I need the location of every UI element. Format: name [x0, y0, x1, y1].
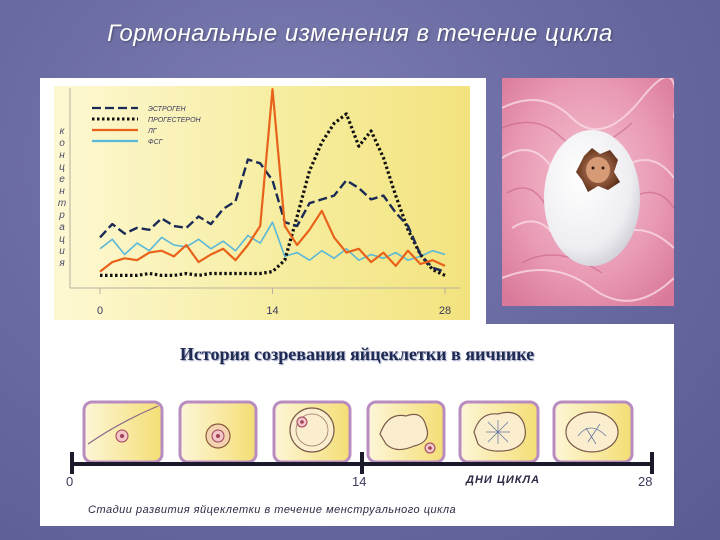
y-axis-label-letter: т	[58, 198, 66, 209]
oocyte-stages-diagram	[70, 400, 654, 474]
y-axis-label-letter: и	[59, 246, 65, 257]
y-axis-label-letter: е	[59, 174, 65, 185]
stages-caption: Стадии развития яйцеклетки в течение мен…	[88, 504, 457, 516]
baby-face	[586, 157, 610, 183]
y-axis-label-letter: р	[58, 210, 65, 221]
legend-label: ФСГ	[148, 139, 164, 146]
stage-5-corpus-luteum	[458, 400, 540, 464]
stage-2-primary-follicle	[178, 400, 258, 464]
y-axis-label-letter: н	[59, 186, 65, 197]
series-line-1	[99, 158, 446, 273]
x-tick-label: 0	[97, 305, 103, 317]
y-axis-label-letter: ц	[59, 234, 65, 245]
oocyte-maturation-panel: История созревания яйцеклетки в яичнике	[40, 324, 674, 526]
legend-label: ЛГ	[147, 128, 158, 135]
timeline-label-14: 14	[352, 474, 367, 489]
y-axis-label-letter: к	[60, 126, 66, 137]
y-axis-label-letter: н	[59, 150, 65, 161]
y-axis-label-letter: я	[58, 258, 65, 269]
y-axis-label-letter: а	[59, 222, 65, 233]
y-axis-label-letter: ц	[59, 162, 65, 173]
x-tick-label: 14	[266, 305, 278, 317]
timeline-label-0: 0	[66, 474, 74, 489]
x-tick-label: 28	[439, 305, 451, 317]
stage-4-ovulation	[366, 400, 446, 464]
series-line-3	[99, 88, 446, 273]
baby-eye	[591, 166, 595, 170]
legend-label: ПРОГЕСТЕРОН	[148, 117, 202, 124]
timeline-label-28: 28	[638, 474, 653, 489]
stage-3-secondary-follicle	[272, 400, 352, 464]
oocyte-panel-title: История созревания яйцеклетки в яичнике	[179, 344, 535, 364]
slide-title: Гормональные изменения в течение цикла	[107, 20, 613, 47]
days-of-cycle-label: ДНИ ЦИКЛА	[466, 474, 541, 486]
stage-6-corpus-albicans	[552, 400, 634, 464]
legend-label: ЭСТРОГЕН	[148, 106, 187, 113]
y-axis-label-letter: о	[59, 138, 65, 149]
egg-photo	[502, 78, 674, 306]
baby-eye	[601, 166, 605, 170]
stage-1-primordial-follicle	[82, 400, 164, 464]
